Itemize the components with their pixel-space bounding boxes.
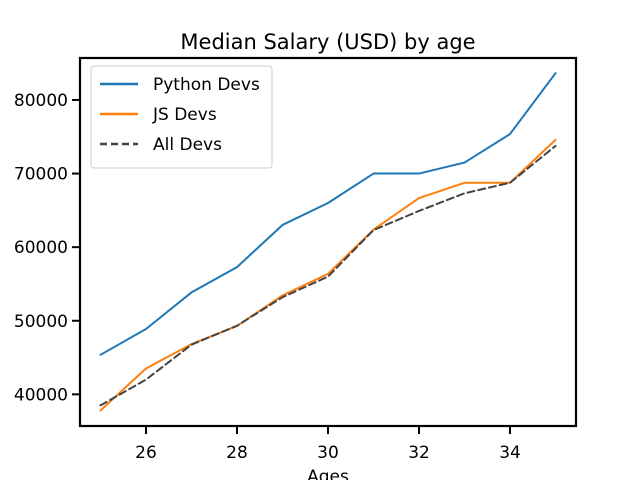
- x-axis-label: Ages: [307, 467, 349, 480]
- y-tick-label: 70000: [14, 165, 68, 185]
- legend: Python Devs JS Devs All Devs: [90, 65, 273, 169]
- legend-label: All Devs: [153, 135, 222, 155]
- y-tick-label: 40000: [14, 385, 68, 405]
- series-line-0: [99, 72, 557, 356]
- x-tick-label: 26: [135, 443, 157, 463]
- y-tick-label: 80000: [14, 91, 68, 111]
- x-tick-label: 28: [226, 443, 248, 463]
- y-tick-label: 50000: [14, 312, 68, 332]
- x-tick-label: 32: [408, 443, 430, 463]
- chart-title: Median Salary (USD) by age: [180, 30, 475, 54]
- series-line-1: [99, 138, 557, 412]
- y-tick-label: 60000: [14, 238, 68, 258]
- legend-label: JS Devs: [152, 105, 217, 125]
- legend-label: Python Devs: [153, 75, 260, 95]
- legend-box: [90, 65, 273, 169]
- x-tick-label: 30: [317, 443, 339, 463]
- x-tick-label: 34: [499, 443, 521, 463]
- series-line-2: [99, 144, 557, 407]
